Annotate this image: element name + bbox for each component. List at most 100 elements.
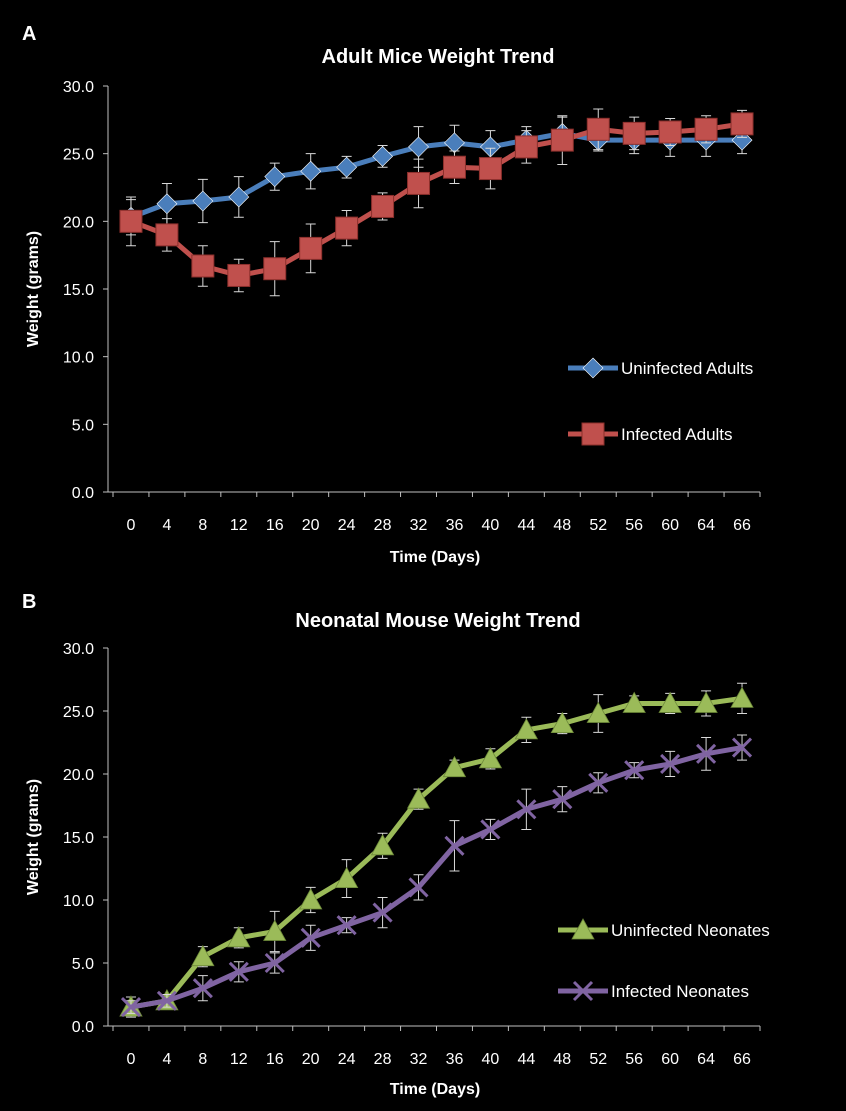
data-point — [227, 925, 251, 948]
data-point — [299, 236, 323, 260]
x-tick-label: 40 — [482, 1051, 500, 1068]
x-tick-label: 66 — [733, 1051, 751, 1068]
x-tick-label: 64 — [697, 1051, 715, 1068]
x-tick-label: 4 — [162, 1051, 171, 1068]
x-tick-label: 66 — [733, 517, 751, 534]
data-point — [622, 691, 646, 713]
x-tick-label: 60 — [661, 517, 679, 534]
data-point — [228, 961, 249, 982]
data-point — [550, 128, 574, 152]
data-point — [372, 145, 394, 167]
data-point — [478, 747, 503, 769]
series-line — [130, 745, 743, 1010]
y-tick-label: 15.0 — [63, 282, 94, 299]
legend-entry: Infected Neonates — [558, 980, 749, 1002]
data-point — [191, 944, 215, 967]
legend-label: Uninfected Adults — [621, 359, 753, 378]
x-tick-label: 36 — [446, 517, 464, 534]
x-tick-label: 32 — [410, 1051, 428, 1068]
data-point — [156, 990, 177, 1011]
series-infected-neonates — [120, 734, 753, 1018]
y-tick-label: 30.0 — [63, 79, 94, 96]
y-axis-label: Weight (grams) — [25, 779, 42, 895]
series-infected-adults — [119, 108, 754, 297]
data-point — [191, 254, 215, 278]
data-point — [658, 691, 682, 713]
y-tick-label: 0.0 — [72, 1019, 94, 1036]
data-point — [406, 787, 431, 809]
data-point — [192, 978, 213, 999]
x-tick-label: 28 — [374, 517, 392, 534]
x-tick-label: 40 — [482, 517, 500, 534]
x-tick-label: 8 — [198, 1051, 207, 1068]
data-point — [586, 117, 610, 141]
data-point — [516, 799, 537, 820]
x-tick-label: 56 — [625, 1051, 643, 1068]
x-tick-label: 36 — [446, 1051, 464, 1068]
legend-entry: Infected Adults — [568, 422, 733, 446]
data-point — [588, 772, 609, 793]
x-tick-label: 24 — [338, 1051, 356, 1068]
data-point — [444, 132, 465, 154]
y-tick-label: 10.0 — [63, 893, 94, 910]
data-point — [263, 257, 287, 281]
data-point — [334, 866, 359, 888]
data-point — [408, 136, 429, 158]
chart-panel-a: A Adult Mice Weight Trend 0.0 5.0 10.0 15.0 20… — [22, 23, 761, 566]
data-point — [119, 209, 143, 233]
y-tick-label: 5.0 — [72, 417, 94, 434]
x-tick-label: 28 — [374, 1051, 392, 1068]
data-point — [694, 691, 718, 713]
data-point — [227, 263, 251, 287]
legend-label: Infected Neonates — [611, 982, 749, 1001]
data-point — [694, 117, 718, 141]
legend-marker — [581, 422, 605, 446]
panel-letter: A — [22, 23, 36, 45]
chart-title: Adult Mice Weight Trend — [322, 46, 555, 68]
x-tick-label: 44 — [517, 517, 535, 534]
y-tick-label: 25.0 — [63, 147, 94, 164]
data-point — [336, 156, 358, 178]
data-point — [336, 915, 357, 936]
data-point — [192, 190, 214, 212]
x-tick-label: 60 — [661, 1051, 679, 1068]
legend-marker — [582, 357, 604, 379]
y-tick-label: 15.0 — [63, 830, 94, 847]
data-point — [444, 835, 465, 856]
data-point — [622, 121, 646, 145]
y-tick-label: 0.0 — [72, 485, 94, 502]
y-tick-label: 20.0 — [63, 214, 94, 231]
data-point — [730, 686, 754, 708]
x-tick-label: 20 — [302, 517, 320, 534]
data-point — [442, 755, 467, 778]
x-tick-label: 4 — [162, 517, 171, 534]
data-point — [264, 166, 286, 188]
legend-entry: Uninfected Neonates — [558, 918, 770, 940]
data-point — [624, 760, 645, 781]
data-point — [372, 902, 393, 923]
data-point — [550, 711, 574, 733]
data-point — [660, 753, 681, 774]
data-point — [514, 135, 538, 159]
x-tick-label: 0 — [127, 1051, 136, 1068]
chart-title: Neonatal Mouse Weight Trend — [295, 610, 580, 632]
x-tick-label: 0 — [127, 517, 136, 534]
x-tick-label: 32 — [410, 517, 428, 534]
x-axis-label: Time (Days) — [390, 549, 480, 566]
data-point — [586, 701, 610, 723]
legend-label: Infected Adults — [621, 425, 733, 444]
x-tick-label: 12 — [230, 1051, 248, 1068]
data-point — [300, 160, 322, 182]
legend-marker — [572, 980, 594, 1002]
x-tick-label: 48 — [553, 1051, 571, 1068]
data-point — [552, 789, 573, 810]
data-point — [370, 833, 395, 856]
legend-label: Uninfected Neonates — [611, 921, 770, 940]
data-point — [514, 718, 539, 740]
data-point — [300, 927, 321, 948]
x-tick-label: 16 — [266, 1051, 284, 1068]
data-point — [155, 223, 179, 247]
data-point — [120, 997, 142, 1018]
